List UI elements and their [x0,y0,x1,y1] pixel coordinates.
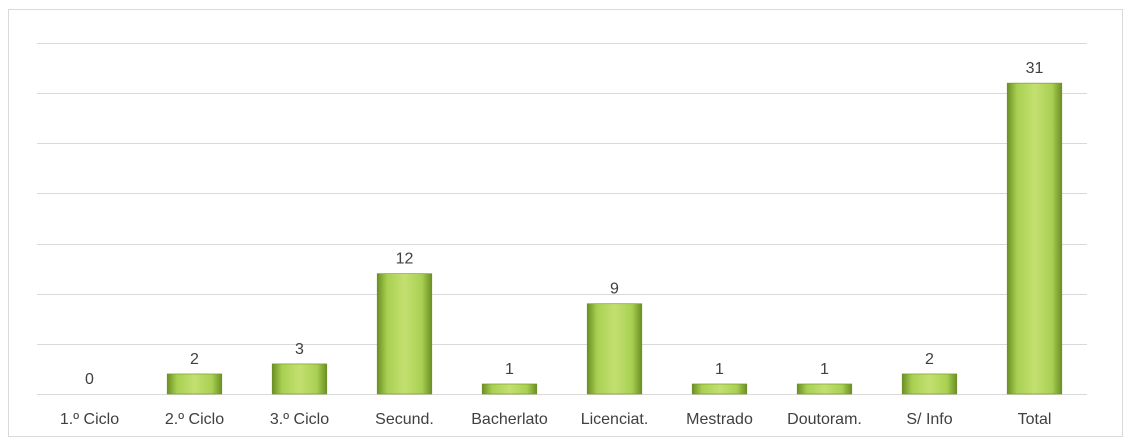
bars [166,82,1063,395]
bar [796,383,853,395]
bar [166,373,223,395]
chart-frame [8,9,1123,437]
category-label: 2.º Ciclo [165,411,224,428]
data-label: 1 [820,361,829,378]
category-label: Licenciat. [581,411,649,428]
bar [901,373,958,395]
data-label: 31 [1026,60,1044,77]
data-label: 1 [715,361,724,378]
data-label: 3 [295,341,304,358]
category-label: 3.º Ciclo [270,411,329,428]
category-labels: 1.º Ciclo 2.º Ciclo 3.º Ciclo Secund. Bacher… [60,411,1052,428]
bar [586,303,643,395]
data-label: 2 [925,351,934,368]
bar [481,383,538,395]
category-label: Total [1018,411,1052,428]
data-label: 0 [85,371,94,388]
data-label: 1 [505,361,514,378]
bar [1006,82,1063,395]
category-label: Secund. [375,411,434,428]
bar [691,383,748,395]
bar [271,363,328,395]
data-label: 2 [190,351,199,368]
category-label: 1.º Ciclo [60,411,119,428]
category-label: Mestrado [686,411,753,428]
data-label: 12 [396,251,414,268]
data-label: 9 [610,281,619,298]
bar [376,273,433,395]
gridlines [37,43,1087,395]
category-label: Doutoram. [787,411,862,428]
category-label: S/ Info [906,411,952,428]
category-label: Bacherlato [471,411,548,428]
